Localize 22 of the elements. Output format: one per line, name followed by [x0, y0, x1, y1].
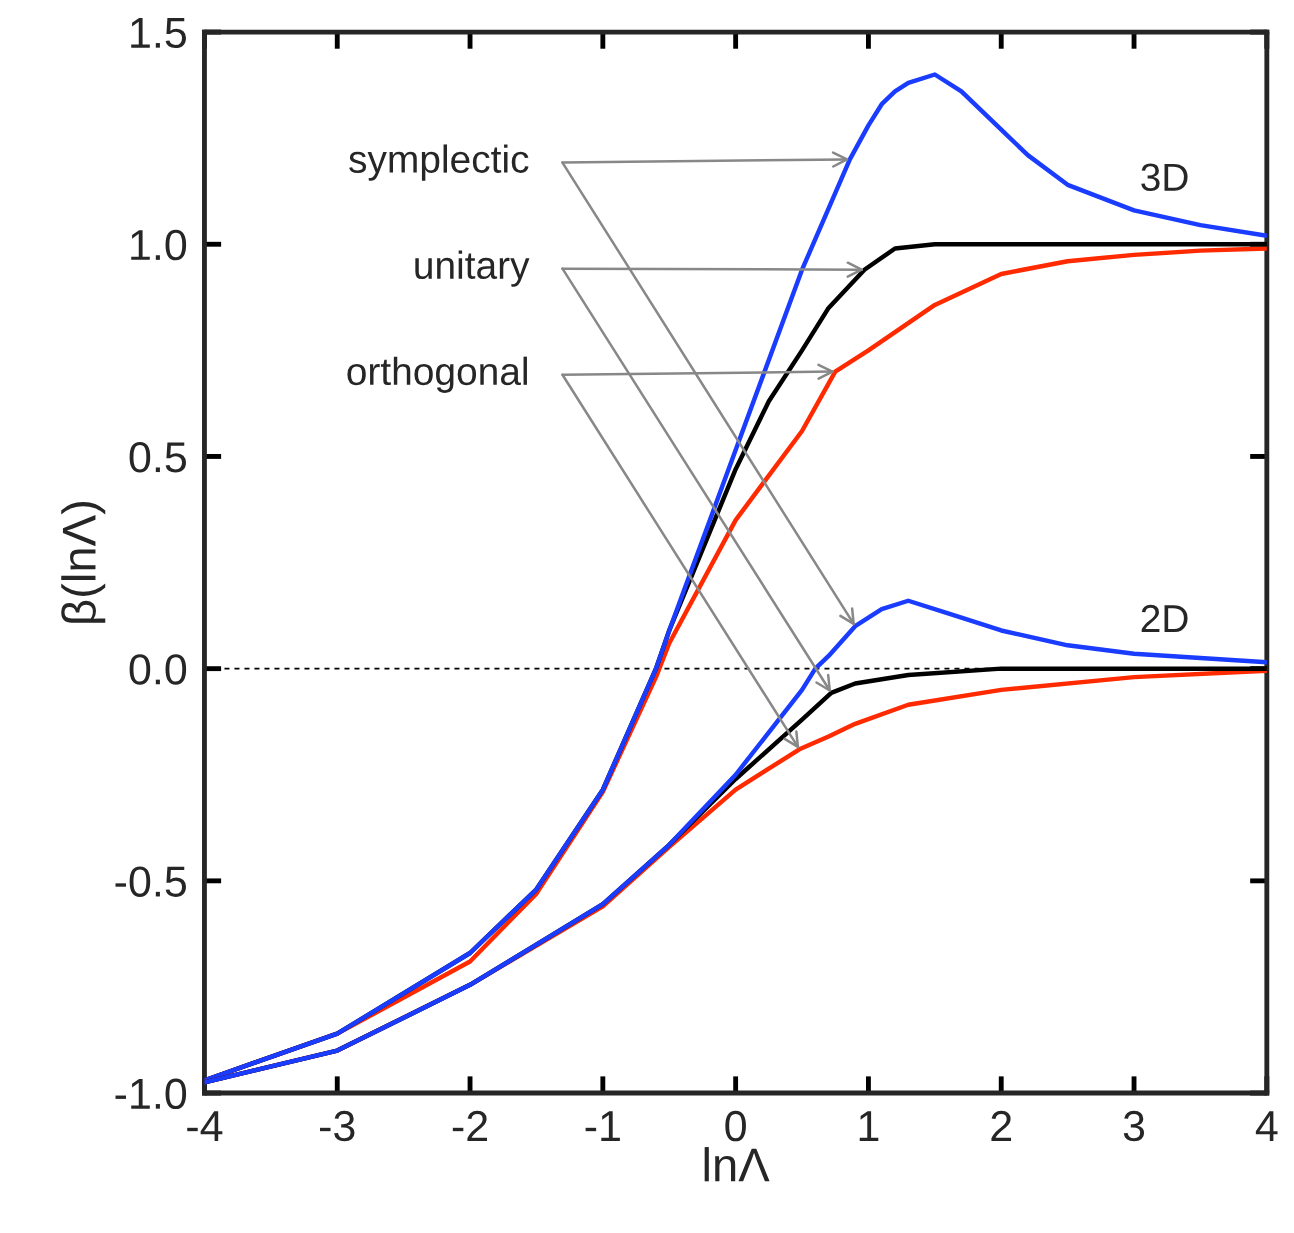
y-tick-label: 0.0 — [129, 654, 187, 685]
y-tick-label: 1.5 — [131, 18, 186, 49]
x-tick-label: -3 — [320, 1110, 355, 1142]
y-tick-label: 1.0 — [131, 229, 187, 261]
x-tick-label: -1 — [585, 1111, 620, 1141]
x-tick-label: 0 — [725, 1110, 746, 1142]
x-tick-label: 3 — [1123, 1110, 1145, 1142]
x-axis-title: lnΛ — [704, 1147, 770, 1182]
x-tick-label: 4 — [1255, 1111, 1278, 1141]
x-tick-label: 1 — [859, 1111, 879, 1141]
x-tick-label: 2 — [991, 1110, 1012, 1141]
y-axis-title: β(lnΛ) — [61, 502, 106, 623]
annotation: unitary — [415, 250, 530, 287]
annotation: orthogonal — [347, 356, 527, 393]
y-tick-label: -0.5 — [115, 866, 186, 897]
y-tick-label: 0.5 — [129, 441, 186, 473]
annotation: 3D — [1141, 163, 1188, 192]
x-tick-label: -4 — [187, 1111, 223, 1141]
y-tick-label: -1.0 — [115, 1078, 187, 1110]
annotation: symplectic — [349, 144, 529, 181]
x-tick-label: -2 — [452, 1110, 488, 1141]
annotation: 2D — [1141, 604, 1188, 633]
